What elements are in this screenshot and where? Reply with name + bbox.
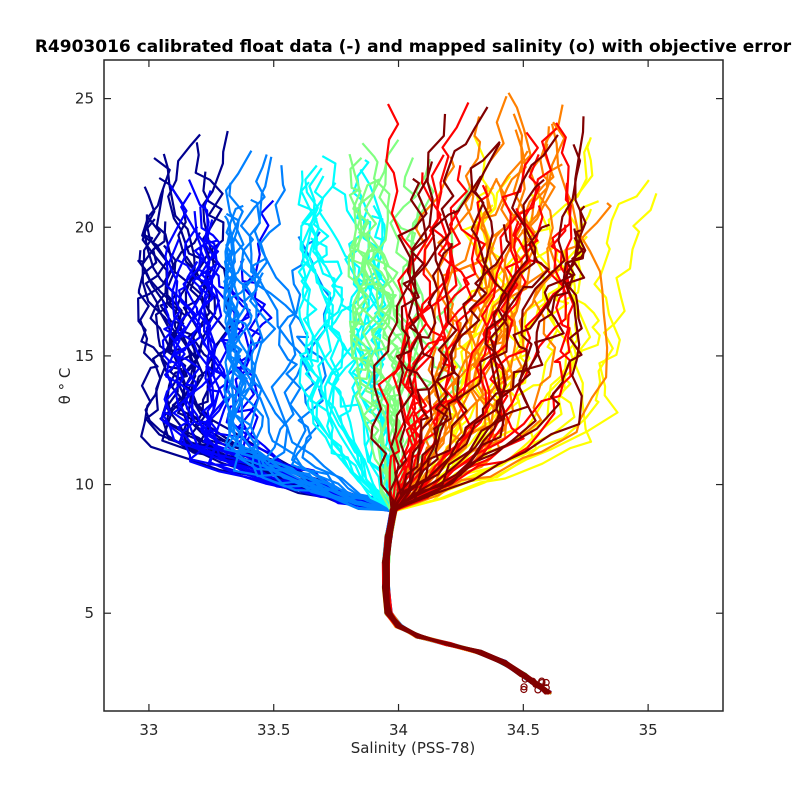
x-axis-label: Salinity (PSS-78): [351, 739, 476, 757]
mapped-salinity-marker: [538, 678, 546, 687]
plot-lines: [137, 92, 658, 695]
y-tick-label: 20: [75, 218, 94, 236]
mapped-salinity-marker: [542, 684, 550, 692]
mapped-salinity-marker: [520, 685, 528, 694]
axes-box: [103, 59, 724, 712]
y-tick-label: 15: [75, 347, 94, 365]
x-tick-label: 33.5: [257, 721, 290, 739]
y-tick-label: 10: [75, 476, 94, 494]
x-tick-label: 34: [389, 721, 408, 739]
y-tick-label: 5: [84, 604, 94, 622]
mapped-salinity-marker: [520, 683, 528, 691]
y-axis-label: θ ° C: [56, 368, 74, 405]
x-tick-label: 34.5: [507, 721, 540, 739]
mapped-salinity-marker: [542, 678, 550, 687]
ticks-group: 33 33.5 34 34.5 35 5 10 15 20 25: [75, 60, 723, 739]
profile-line: [382, 178, 548, 694]
profile-line: [382, 228, 586, 695]
x-tick-label: 35: [639, 721, 658, 739]
chart-title: R4903016 calibrated float data (-) and m…: [35, 37, 792, 57]
mapped-salinity-marker: [521, 675, 529, 683]
x-tick-label: 33: [139, 721, 158, 739]
y-tick-label: 25: [75, 90, 94, 108]
